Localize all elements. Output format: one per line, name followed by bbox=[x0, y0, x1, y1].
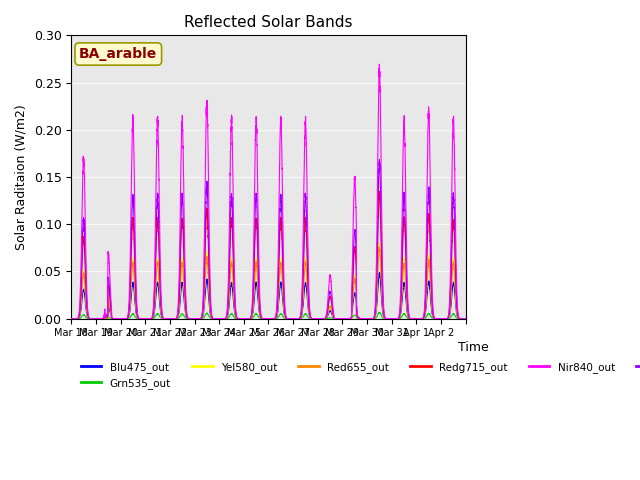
Text: BA_arable: BA_arable bbox=[79, 47, 157, 61]
X-axis label: Time: Time bbox=[458, 341, 489, 354]
Title: Reflected Solar Bands: Reflected Solar Bands bbox=[184, 15, 353, 30]
Y-axis label: Solar Raditaion (W/m2): Solar Raditaion (W/m2) bbox=[15, 104, 28, 250]
Legend: Blu475_out, Grn535_out, Yel580_out, Red655_out, Redg715_out, Nir840_out, Nir945_: Blu475_out, Grn535_out, Yel580_out, Red6… bbox=[77, 358, 640, 393]
